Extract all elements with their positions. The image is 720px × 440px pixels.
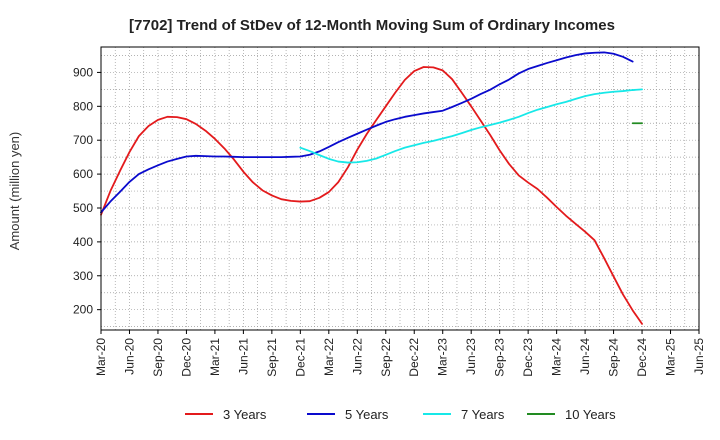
y-tick-label: 700	[73, 133, 93, 147]
series-line-5-years	[100, 51, 634, 214]
y-tick-label: 600	[73, 167, 93, 181]
series-line-3-years	[100, 66, 643, 325]
x-tick-label: Mar-21	[208, 338, 222, 376]
y-tick-label: 300	[73, 269, 93, 283]
x-tick-label: Dec-21	[293, 338, 307, 377]
legend-label-10-years: 10 Years	[565, 407, 616, 422]
x-tick-label: Sep-23	[493, 338, 507, 377]
x-tick-label: Mar-20	[94, 338, 108, 376]
legend: 3 Years 5 Years 7 Years 10 Years	[185, 407, 616, 422]
x-tick-label: Mar-24	[550, 338, 564, 376]
x-tick-label: Jun-22	[350, 338, 364, 375]
x-tick-label: Mar-25	[664, 338, 678, 376]
x-tick-label: Dec-22	[407, 338, 421, 377]
plot-frame	[100, 46, 700, 331]
x-tick-label: Sep-21	[265, 338, 279, 377]
y-tick-label: 800	[73, 99, 93, 113]
series-layer	[100, 51, 643, 325]
x-tick-label: Dec-20	[179, 338, 193, 377]
y-tick-label: 200	[73, 303, 93, 317]
x-tick-label: Jun-23	[464, 338, 478, 375]
chart-title: [7702] Trend of StDev of 12-Month Moving…	[129, 17, 615, 34]
x-tick-label: Dec-24	[635, 338, 649, 377]
x-tick-label: Jun-24	[578, 338, 592, 375]
x-axis-ticks: Mar-20 Jun-20 Sep-20 Dec-20 Mar-21 Jun-21 Sep-…	[94, 330, 706, 377]
x-tick-label: Sep-20	[151, 338, 165, 377]
y-tick-label: 900	[73, 65, 93, 79]
x-tick-label: Jun-25	[692, 338, 706, 375]
legend-label-7-years: 7 Years	[461, 407, 505, 422]
y-axis-ticks: 200 300 400 500 600 700 800 900	[73, 65, 101, 317]
x-tick-label: Jun-20	[122, 338, 136, 375]
legend-label-3-years: 3 Years	[223, 407, 267, 422]
x-tick-label: Dec-23	[521, 338, 535, 377]
y-axis-label: Amount (million yen)	[7, 132, 22, 251]
x-tick-label: Jun-21	[236, 338, 250, 375]
y-tick-label: 500	[73, 201, 93, 215]
x-tick-label: Sep-24	[607, 338, 621, 377]
y-tick-label: 400	[73, 235, 93, 249]
grid	[100, 47, 700, 330]
x-tick-label: Mar-22	[322, 338, 336, 376]
x-tick-label: Sep-22	[379, 338, 393, 377]
series-line-7-years	[299, 88, 643, 164]
x-tick-label: Mar-23	[436, 338, 450, 376]
legend-label-5-years: 5 Years	[345, 407, 389, 422]
